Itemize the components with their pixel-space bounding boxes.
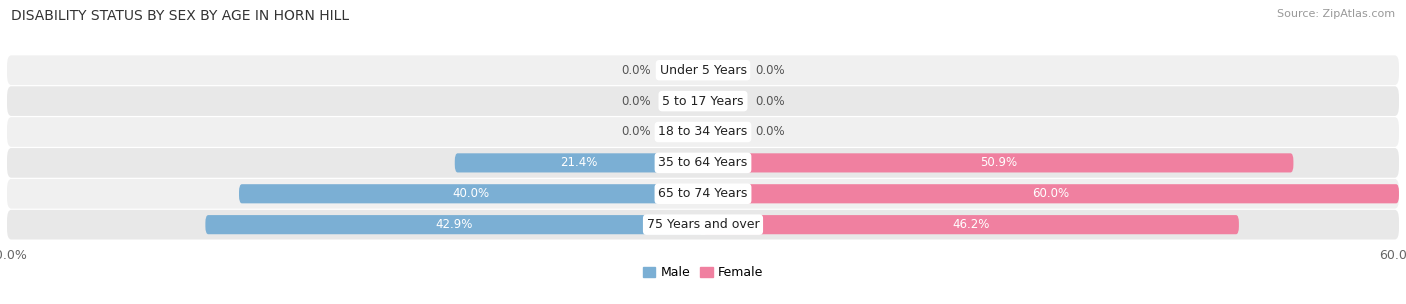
FancyBboxPatch shape [662, 123, 703, 142]
FancyBboxPatch shape [7, 86, 1399, 116]
FancyBboxPatch shape [662, 60, 703, 80]
FancyBboxPatch shape [703, 184, 1399, 203]
Text: 50.9%: 50.9% [980, 156, 1017, 169]
Text: 21.4%: 21.4% [560, 156, 598, 169]
Text: 18 to 34 Years: 18 to 34 Years [658, 126, 748, 139]
FancyBboxPatch shape [7, 55, 1399, 85]
FancyBboxPatch shape [7, 179, 1399, 209]
Legend: Male, Female: Male, Female [643, 266, 763, 279]
FancyBboxPatch shape [703, 215, 1239, 234]
Text: Under 5 Years: Under 5 Years [659, 64, 747, 77]
Text: 0.0%: 0.0% [755, 126, 785, 139]
Text: Source: ZipAtlas.com: Source: ZipAtlas.com [1277, 9, 1395, 19]
Text: 60.0%: 60.0% [1032, 187, 1070, 200]
FancyBboxPatch shape [239, 184, 703, 203]
Text: 40.0%: 40.0% [453, 187, 489, 200]
Text: 0.0%: 0.0% [621, 64, 651, 77]
FancyBboxPatch shape [7, 117, 1399, 147]
FancyBboxPatch shape [703, 123, 744, 142]
FancyBboxPatch shape [7, 148, 1399, 178]
Text: 0.0%: 0.0% [621, 95, 651, 108]
Text: 42.9%: 42.9% [436, 218, 472, 231]
Text: 65 to 74 Years: 65 to 74 Years [658, 187, 748, 200]
Text: 46.2%: 46.2% [952, 218, 990, 231]
Text: 0.0%: 0.0% [755, 64, 785, 77]
Text: 0.0%: 0.0% [621, 126, 651, 139]
Text: DISABILITY STATUS BY SEX BY AGE IN HORN HILL: DISABILITY STATUS BY SEX BY AGE IN HORN … [11, 9, 349, 23]
FancyBboxPatch shape [703, 153, 1294, 172]
Text: 35 to 64 Years: 35 to 64 Years [658, 156, 748, 169]
FancyBboxPatch shape [662, 92, 703, 111]
Text: 5 to 17 Years: 5 to 17 Years [662, 95, 744, 108]
FancyBboxPatch shape [205, 215, 703, 234]
FancyBboxPatch shape [703, 92, 744, 111]
FancyBboxPatch shape [7, 210, 1399, 240]
Text: 75 Years and over: 75 Years and over [647, 218, 759, 231]
Text: 0.0%: 0.0% [755, 95, 785, 108]
FancyBboxPatch shape [454, 153, 703, 172]
FancyBboxPatch shape [703, 60, 744, 80]
